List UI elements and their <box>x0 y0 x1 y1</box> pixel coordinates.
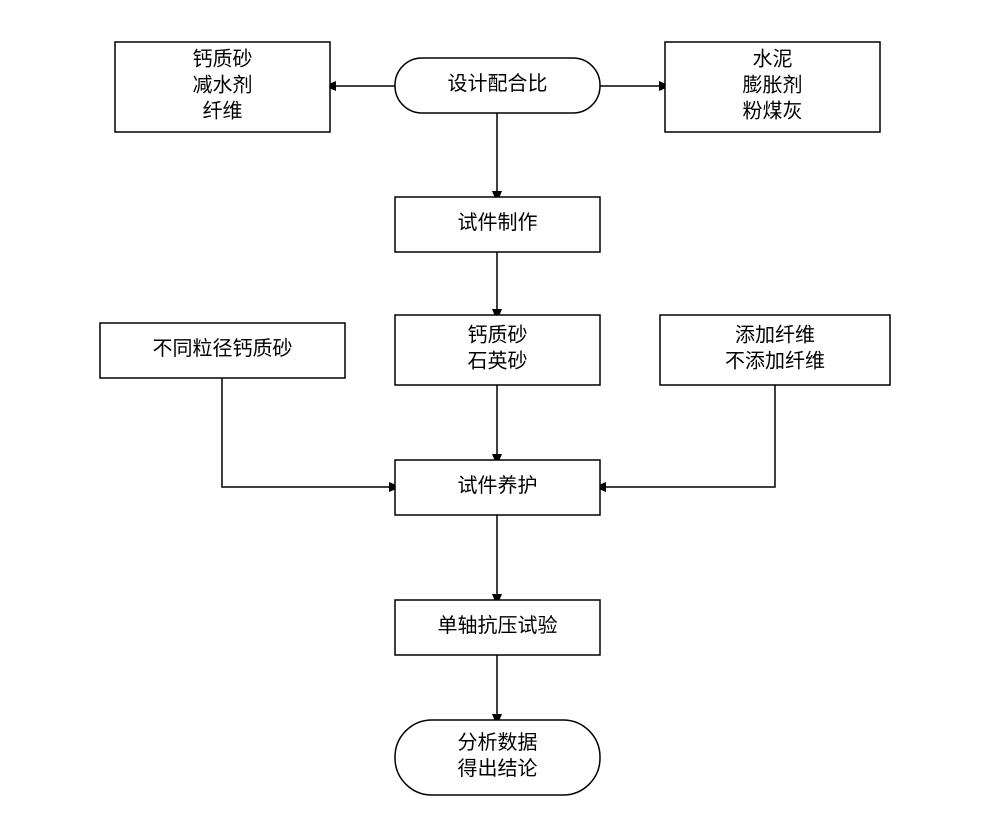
node-mid_right-line-1: 不添加纤维 <box>725 350 825 373</box>
node-test: 单轴抗压试验 <box>395 600 600 655</box>
edge-6 <box>600 385 775 487</box>
node-mid_right: 添加纤维不添加纤维 <box>660 315 890 385</box>
node-mid_center: 钙质砂石英砂 <box>395 315 600 385</box>
node-test-line-0: 单轴抗压试验 <box>438 614 558 637</box>
node-cure-line-0: 试件养护 <box>458 474 538 497</box>
node-mid_center-line-0: 钙质砂 <box>468 324 528 347</box>
node-make: 试件制作 <box>395 197 600 252</box>
node-mid_left: 不同粒径钙质砂 <box>100 323 345 378</box>
node-top_left-line-2: 纤维 <box>203 100 243 123</box>
node-top_center: 设计配合比 <box>395 58 600 113</box>
node-top_right-line-1: 膨胀剂 <box>743 74 803 97</box>
node-top_left: 钙质砂减水剂纤维 <box>115 42 330 132</box>
node-result-line-0: 分析数据 <box>458 731 538 754</box>
node-top_center-line-0: 设计配合比 <box>448 72 548 95</box>
node-top_left-line-0: 钙质砂 <box>193 48 253 71</box>
node-top_right: 水泥膨胀剂粉煤灰 <box>665 42 880 132</box>
edge-5 <box>222 378 395 487</box>
node-cure: 试件养护 <box>395 460 600 515</box>
node-result-line-1: 得出结论 <box>458 757 538 780</box>
node-make-line-0: 试件制作 <box>458 211 538 234</box>
node-mid_right-line-0: 添加纤维 <box>735 324 815 347</box>
node-top_right-line-2: 粉煤灰 <box>743 100 803 123</box>
node-mid_left-line-0: 不同粒径钙质砂 <box>153 337 293 360</box>
node-top_right-line-0: 水泥 <box>753 48 793 71</box>
node-mid_center-line-1: 石英砂 <box>468 350 528 373</box>
node-result: 分析数据得出结论 <box>395 720 600 795</box>
node-top_left-line-1: 减水剂 <box>193 74 253 97</box>
